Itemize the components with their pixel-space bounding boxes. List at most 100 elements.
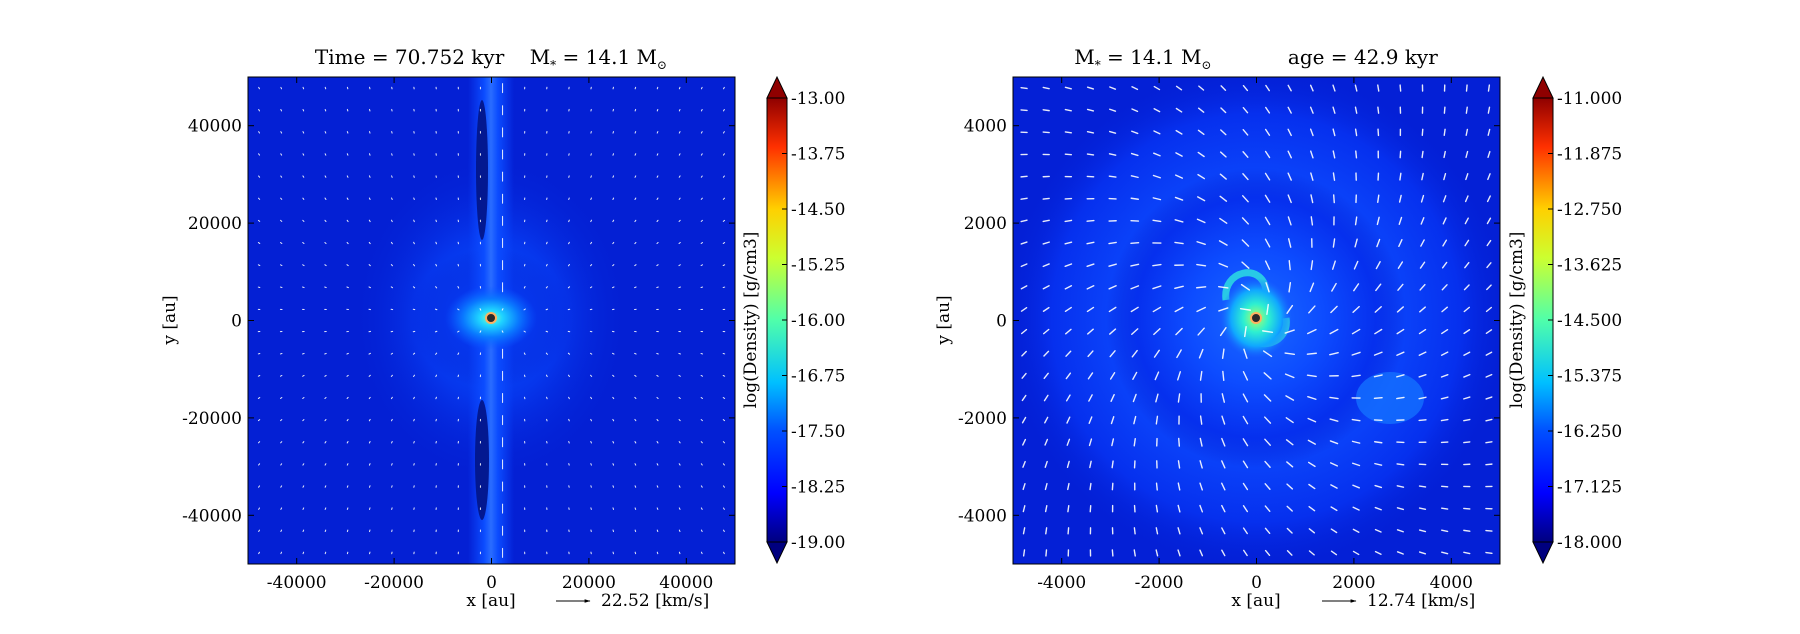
velocity-arrow <box>679 552 680 553</box>
velocity-arrow <box>635 486 636 487</box>
velocity-arrow <box>325 353 326 354</box>
colorbar-tick-label: -13.00 <box>791 89 845 109</box>
velocity-arrow <box>259 530 260 531</box>
velocity-arrow <box>1134 439 1135 446</box>
velocity-arrow <box>369 419 370 420</box>
velocity-arrow <box>613 442 614 443</box>
velocity-arrow <box>591 176 592 178</box>
velocity-arrow <box>635 154 636 155</box>
velocity-arrow <box>435 309 436 310</box>
velocity-arrow <box>347 508 348 509</box>
velocity-arrow <box>635 109 636 111</box>
velocity-arrow <box>723 265 724 266</box>
y-tick-label: -4000 <box>958 506 1007 526</box>
velocity-arrow <box>303 375 304 376</box>
velocity-arrow <box>414 397 415 398</box>
velocity-arrow <box>657 353 658 354</box>
velocity-arrow <box>546 331 547 332</box>
velocity-arrow <box>1444 129 1445 135</box>
velocity-arrow <box>613 154 614 156</box>
velocity-arrow <box>369 176 370 177</box>
velocity-arrow <box>1400 85 1401 91</box>
velocity-arrow <box>480 309 481 310</box>
velocity-arrow <box>701 552 702 553</box>
velocity-arrow <box>657 464 658 465</box>
velocity-arrow <box>701 508 702 509</box>
colorbar-right-label: log(Density) [g/cm3] <box>1507 232 1527 409</box>
velocity-arrow <box>347 442 348 443</box>
y-tick-label: 2000 <box>964 214 1007 234</box>
cavity-south <box>475 400 489 520</box>
velocity-arrow <box>1021 110 1027 111</box>
velocity-arrow <box>591 464 592 466</box>
velocity-arrow <box>1021 88 1027 89</box>
velocity-arrow <box>1378 107 1379 113</box>
velocity-arrow <box>657 530 658 531</box>
velocity-arrow <box>657 87 658 89</box>
velocity-arrow <box>347 353 348 354</box>
velocity-arrow <box>679 109 680 110</box>
velocity-arrow <box>480 331 481 332</box>
velocity-arrow <box>679 87 680 88</box>
velocity-arrow <box>569 397 570 398</box>
velocity-arrow <box>591 198 592 199</box>
velocity-arrow <box>502 331 503 332</box>
colorbar-right-bottom-triangle <box>1533 542 1553 563</box>
velocity-arrow <box>635 132 636 133</box>
velocity-arrow <box>679 132 680 133</box>
x-tick-label: 4000 <box>1430 573 1473 593</box>
velocity-arrow <box>259 552 260 553</box>
velocity-arrow <box>325 530 326 531</box>
y-tick-label: 20000 <box>188 214 242 234</box>
velocity-arrow <box>701 132 702 133</box>
velocity-arrow <box>325 552 326 554</box>
velocity-arrow <box>1068 506 1069 512</box>
velocity-arrow <box>1021 198 1027 199</box>
velocity-arrow <box>369 154 370 156</box>
velocity-arrow <box>259 87 260 88</box>
velocity-arrow <box>679 287 681 288</box>
velocity-arrow <box>259 110 260 111</box>
colorbar-tick-label: -17.125 <box>1557 478 1622 498</box>
colorbar-left-ticks: -13.00-13.75-14.50-15.25-16.00-16.75-17.… <box>782 89 845 553</box>
velocity-arrow <box>325 87 326 89</box>
velocity-arrow <box>657 132 658 133</box>
velocity-arrow <box>1307 353 1316 354</box>
velocity-arrow <box>591 419 592 420</box>
velocity-arrow <box>325 109 326 110</box>
velocity-arrow <box>414 242 415 243</box>
velocity-arrow <box>724 552 725 553</box>
colorbar-tick-label: -19.00 <box>791 533 845 553</box>
velocity-arrow <box>613 464 614 465</box>
velocity-arrow <box>657 552 658 554</box>
velocity-arrow <box>657 176 658 177</box>
velocity-arrow <box>679 530 680 531</box>
velocity-arrow <box>1046 528 1047 534</box>
velocity-arrow <box>1131 243 1139 244</box>
velocity-arrow <box>524 353 525 354</box>
velocity-arrow <box>1021 176 1027 177</box>
velocity-arrow <box>303 154 304 155</box>
velocity-arrow <box>369 486 370 488</box>
colorbar-tick-label: -14.500 <box>1557 311 1622 331</box>
colorbar-right-ticks: -11.000-11.875-12.750-13.625-14.500-15.3… <box>1548 89 1622 553</box>
velocity-arrow <box>1441 420 1447 421</box>
velocity-arrow <box>1486 442 1492 443</box>
protostar-right-icon <box>1251 313 1261 323</box>
velocity-arrow <box>369 220 370 221</box>
velocity-arrow <box>1179 438 1180 446</box>
y-tick-label: -2000 <box>958 409 1007 429</box>
velocity-arrow <box>613 353 614 354</box>
velocity-arrow <box>303 109 304 110</box>
velocity-arrow <box>635 464 636 465</box>
velocity-arrow <box>613 198 614 199</box>
velocity-arrow <box>303 132 304 133</box>
velocity-arrow <box>369 287 370 288</box>
velocity-arrow <box>1419 420 1426 421</box>
velocity-arrow <box>369 353 370 354</box>
velocity-arrow <box>701 375 702 376</box>
colorbar-left-bottom-triangle <box>767 542 787 563</box>
velocity-arrow <box>1374 398 1382 399</box>
